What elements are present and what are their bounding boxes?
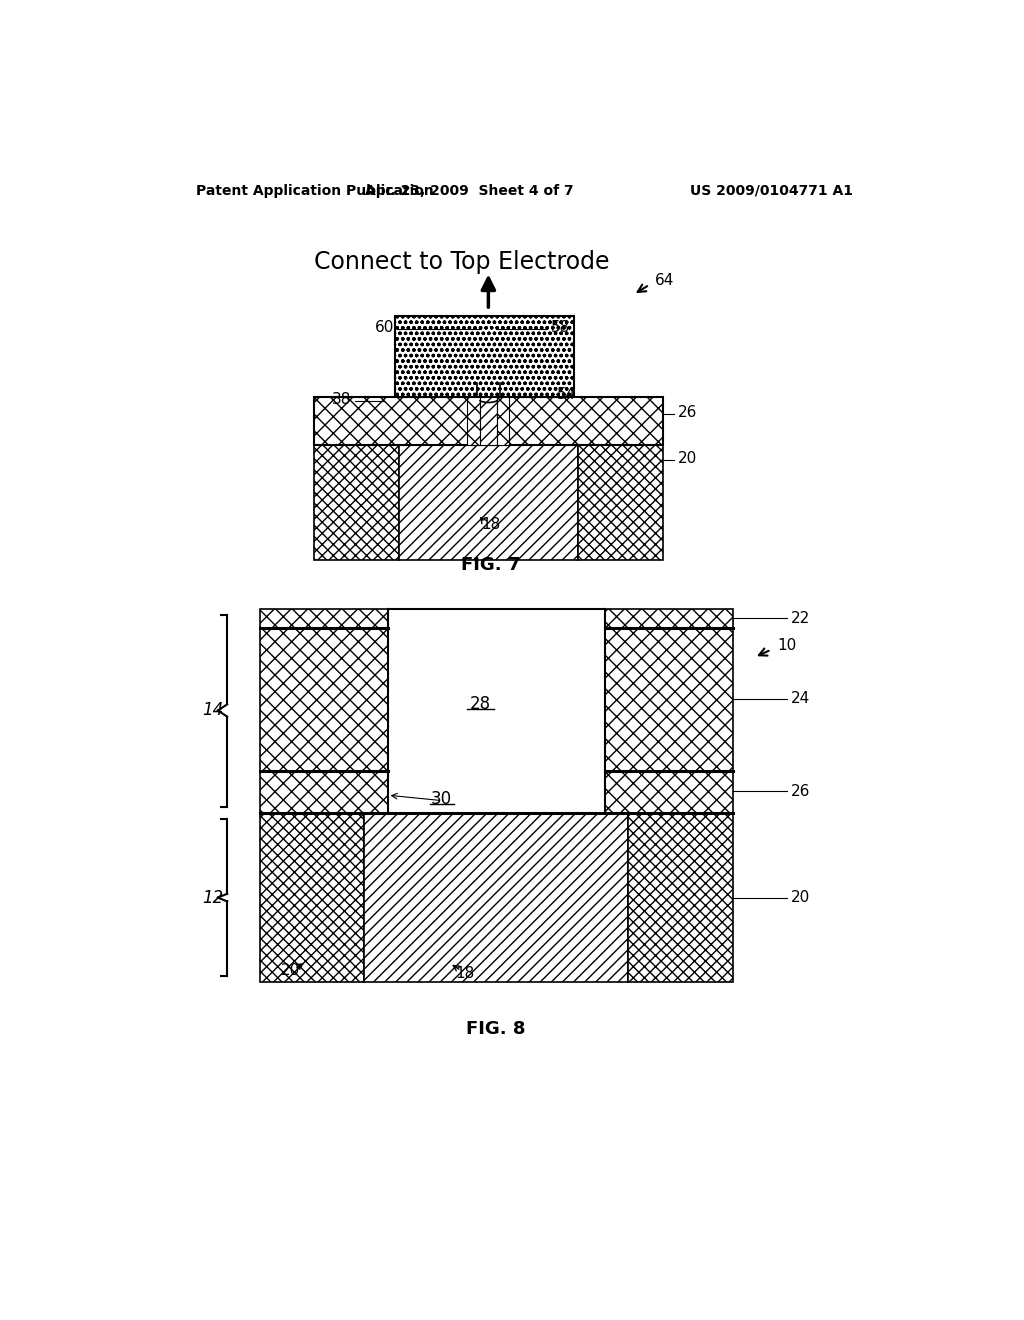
Text: 10: 10 [777, 638, 797, 652]
Text: Apr. 23, 2009  Sheet 4 of 7: Apr. 23, 2009 Sheet 4 of 7 [365, 183, 573, 198]
Bar [628, 813, 732, 982]
Text: 20: 20 [678, 451, 697, 466]
Bar [260, 813, 365, 982]
Text: US 2009/0104771 A1: US 2009/0104771 A1 [690, 183, 853, 198]
Text: FIG. 8: FIG. 8 [466, 1019, 526, 1038]
Text: 18: 18 [481, 516, 501, 532]
Text: 28: 28 [470, 694, 492, 713]
Bar [578, 445, 663, 561]
Text: 14: 14 [203, 701, 224, 719]
Bar [388, 609, 604, 813]
Text: 20: 20 [791, 890, 810, 906]
Bar [480, 397, 497, 445]
Bar [604, 771, 732, 813]
Text: 64: 64 [655, 272, 675, 288]
Bar [467, 397, 480, 445]
Bar [395, 317, 573, 397]
Text: 60: 60 [375, 321, 394, 335]
Text: 38: 38 [332, 392, 351, 407]
Text: 22: 22 [791, 611, 810, 626]
Bar [260, 771, 388, 813]
Bar [497, 397, 509, 445]
Bar [260, 609, 388, 628]
Text: 30: 30 [430, 791, 452, 808]
Text: 18: 18 [456, 965, 475, 981]
Text: 12: 12 [203, 888, 224, 907]
Bar [604, 609, 732, 628]
Text: Connect to Top Electrode: Connect to Top Electrode [313, 251, 609, 275]
Bar [604, 628, 732, 771]
Text: 58: 58 [550, 321, 569, 335]
Bar [365, 813, 628, 982]
Text: 20: 20 [282, 964, 300, 978]
Bar [314, 445, 399, 561]
Bar [399, 445, 578, 561]
Text: FIG. 7: FIG. 7 [461, 556, 520, 574]
Text: 24: 24 [791, 692, 810, 706]
Text: 26: 26 [678, 405, 697, 420]
Text: Patent Application Publication: Patent Application Publication [197, 183, 434, 198]
Bar [314, 397, 663, 445]
Bar [260, 628, 388, 771]
Text: 26: 26 [791, 784, 810, 799]
Text: 54: 54 [557, 387, 575, 403]
